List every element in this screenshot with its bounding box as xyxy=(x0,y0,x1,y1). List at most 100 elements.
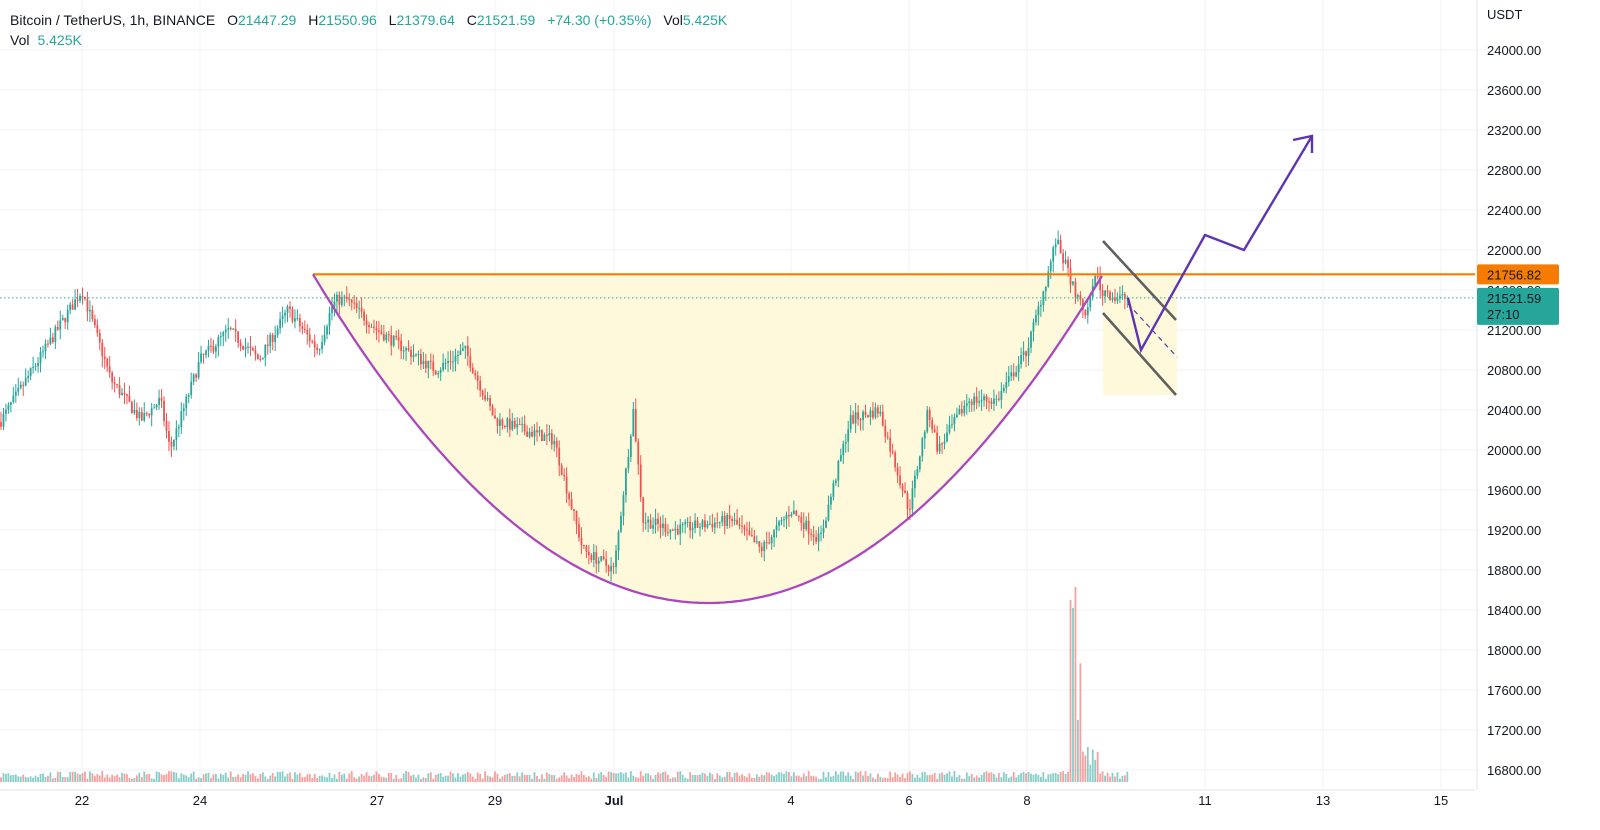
projection-arrow[interactable] xyxy=(1126,134,1314,354)
candle-body xyxy=(993,398,995,404)
volume-bar xyxy=(175,772,178,782)
candle-body xyxy=(812,534,815,537)
price-tick: 18400.00 xyxy=(1487,603,1541,618)
candle-body xyxy=(160,397,163,401)
volume-bar xyxy=(795,775,798,782)
candle-body xyxy=(17,387,20,392)
candle-body xyxy=(494,415,496,419)
volume-bar xyxy=(331,778,333,782)
candle-body xyxy=(148,413,151,416)
volume-bar xyxy=(469,773,472,782)
candle-body xyxy=(466,345,469,357)
candle-body xyxy=(1052,247,1055,262)
volume-bar xyxy=(195,778,198,782)
price-axis[interactable]: USDT 24000.00 23600.00 23200.00 22800.00 224… xyxy=(1476,0,1541,790)
volume-bar xyxy=(61,777,64,782)
candle-body xyxy=(805,520,808,530)
candle-body xyxy=(864,411,867,415)
price-tick: 21200.00 xyxy=(1487,323,1541,338)
candle-body xyxy=(965,403,968,406)
volume-bar xyxy=(909,771,911,782)
price-tick: 23200.00 xyxy=(1487,123,1541,138)
candle-body xyxy=(313,341,316,348)
volume-bar xyxy=(98,775,101,782)
volume-bar xyxy=(44,776,47,782)
volume-bar xyxy=(390,772,393,782)
candle-body xyxy=(980,399,983,402)
candle-body xyxy=(1037,306,1040,316)
candle-body xyxy=(847,429,850,442)
candle-body xyxy=(548,433,551,436)
candle-body xyxy=(405,348,407,351)
volume-bar xyxy=(555,778,558,782)
volume-bar xyxy=(921,772,924,782)
volume-bar xyxy=(382,777,385,782)
candle-body xyxy=(259,358,262,360)
volume-bar xyxy=(313,773,316,782)
candle-body xyxy=(375,327,378,331)
candle-body xyxy=(1047,271,1050,287)
symbol-title[interactable]: Bitcoin / TetherUS, 1h, BINANCE xyxy=(10,12,216,28)
candle-body xyxy=(1086,307,1089,316)
candle-body xyxy=(706,524,709,528)
volume-bar xyxy=(7,773,10,782)
volume-bar xyxy=(407,771,410,782)
candle-body xyxy=(284,312,286,316)
candle-body xyxy=(684,522,687,525)
price-tick: 17200.00 xyxy=(1487,723,1541,738)
candle-body xyxy=(279,319,282,329)
volume-bar xyxy=(1121,775,1124,782)
candle-body xyxy=(131,401,133,413)
candle-body xyxy=(785,514,788,520)
volume-bar xyxy=(906,772,909,782)
volume-bar xyxy=(1027,771,1030,782)
volume-bar xyxy=(1032,774,1035,782)
cup-curve[interactable] xyxy=(312,273,1103,605)
volume-bar xyxy=(970,773,973,782)
volume-bar xyxy=(548,774,551,782)
volume-bar xyxy=(891,777,894,782)
volume-bar xyxy=(736,772,738,782)
volume-bar xyxy=(259,773,262,782)
volume-bar xyxy=(205,773,207,782)
candle-body xyxy=(219,336,222,338)
volume-bar xyxy=(768,772,771,782)
volume-bar xyxy=(227,777,230,782)
candle-body xyxy=(210,345,212,347)
candle-body xyxy=(390,334,393,346)
candle-body xyxy=(1000,391,1003,400)
candle-body xyxy=(1114,297,1116,301)
candle-body xyxy=(365,320,368,325)
time-axis[interactable]: 22 24 27 29 Jul 4 6 8 11 13 15 xyxy=(0,789,1475,808)
candle-body xyxy=(217,337,220,347)
candle-body xyxy=(696,520,699,528)
volume-bar xyxy=(667,774,669,782)
volume-bar xyxy=(671,777,674,782)
volume-bar xyxy=(914,777,916,782)
volume-bar xyxy=(874,778,877,782)
volume-bar xyxy=(508,773,511,782)
chart-legend: Bitcoin / TetherUS, 1h, BINANCE O21447.2… xyxy=(10,10,727,50)
volume-bar xyxy=(234,776,237,782)
candle-body xyxy=(906,493,909,509)
candle-body xyxy=(481,390,484,396)
candle-body xyxy=(918,456,921,470)
volume-bar xyxy=(943,774,946,782)
volume-bar xyxy=(731,777,734,782)
volume-bar xyxy=(513,775,516,782)
candle-body xyxy=(508,418,511,430)
time-tick: 22 xyxy=(75,793,89,808)
volume-bar xyxy=(1044,778,1047,782)
candle-body xyxy=(392,335,395,346)
candle-body xyxy=(22,384,25,386)
volume-bar xyxy=(763,775,766,782)
handle-channel-lower[interactable] xyxy=(1102,312,1177,396)
volume-indicator-label[interactable]: Vol xyxy=(10,32,30,48)
open-label: O xyxy=(227,12,238,28)
volume-bar xyxy=(780,772,783,782)
candle-body xyxy=(587,551,590,556)
candle-body xyxy=(555,440,558,448)
volume-bar xyxy=(627,777,630,782)
open-value: 21447.29 xyxy=(237,12,297,28)
